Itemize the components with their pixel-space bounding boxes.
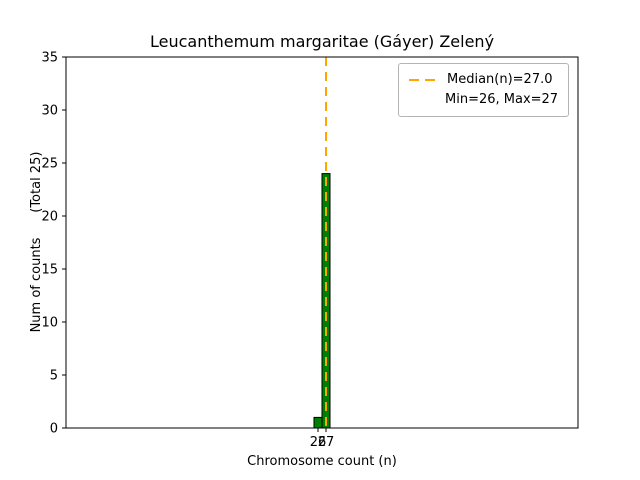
chart-title: Leucanthemum margaritae (Gáyer) Zelený [150,32,494,51]
y-tick-label: 10 [41,316,58,331]
legend-row-minmax: Min=26, Max=27 [445,90,558,110]
y-tick-label: 15 [41,263,58,278]
x-tick-label: 27 [318,435,335,450]
x-tick-label: 26 [310,435,327,450]
y-tick-label: 35 [41,51,58,66]
legend-row-median: Median(n)=27.0 [409,70,558,90]
legend-label-median: Median(n)=27.0 [447,72,553,87]
y-tick-label: 0 [50,422,58,437]
y-tick-label: 5 [50,369,58,384]
median-line-legend-swatch [409,79,439,81]
y-tick-label: 20 [41,210,58,225]
y-tick-label: 25 [41,157,58,172]
bar-26 [313,416,323,429]
legend-label-minmax: Min=26, Max=27 [445,92,559,107]
x-axis-label: Chromosome count (n) [247,454,397,469]
y-axis-label: Num of counts (Total 25) [29,152,44,333]
legend: Median(n)=27.0 Min=26, Max=27 [398,63,570,117]
plot-border [65,56,579,429]
y-tick-label: 30 [41,104,58,119]
